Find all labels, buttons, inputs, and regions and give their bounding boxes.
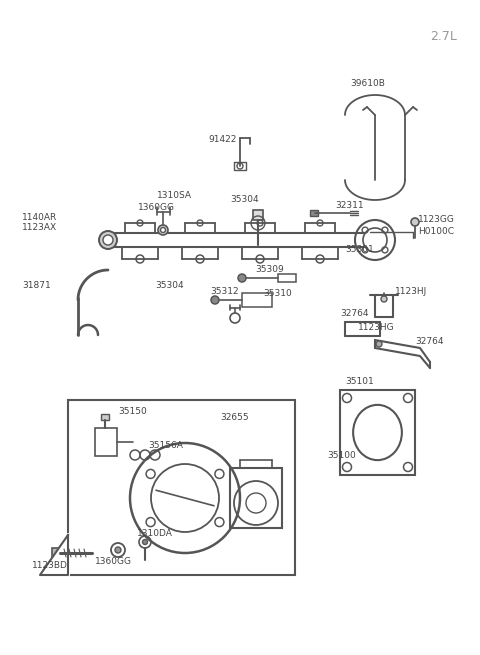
Bar <box>340 390 415 475</box>
Text: 91422: 91422 <box>208 136 236 145</box>
Text: 1360GG: 1360GG <box>95 557 132 565</box>
Text: 35309: 35309 <box>255 265 284 274</box>
Bar <box>230 468 282 528</box>
Bar <box>278 274 296 282</box>
Text: 1123HG: 1123HG <box>358 324 395 333</box>
Bar <box>310 210 318 216</box>
Text: 32311: 32311 <box>335 200 364 210</box>
Text: 32655: 32655 <box>220 413 249 422</box>
Text: 35150: 35150 <box>118 407 147 417</box>
Text: 1123GG: 1123GG <box>418 215 455 225</box>
Circle shape <box>160 227 166 233</box>
Bar <box>253 210 263 220</box>
Bar <box>52 548 62 558</box>
Text: 1123BD: 1123BD <box>32 561 68 569</box>
Text: 35304: 35304 <box>230 195 259 204</box>
Text: 1310DA: 1310DA <box>137 529 173 538</box>
Bar <box>101 414 109 420</box>
Circle shape <box>143 540 147 544</box>
Text: 35101: 35101 <box>345 377 374 386</box>
Circle shape <box>158 225 168 235</box>
Bar <box>95 428 117 456</box>
Bar <box>242 293 272 307</box>
Circle shape <box>99 231 117 249</box>
Text: H0100C: H0100C <box>418 227 454 236</box>
Text: 1123HJ: 1123HJ <box>395 288 427 297</box>
Text: 32764: 32764 <box>415 337 444 346</box>
Text: 39610B: 39610B <box>350 79 385 88</box>
Circle shape <box>411 218 419 226</box>
Text: 1310SA: 1310SA <box>157 191 192 200</box>
Text: 1360GG: 1360GG <box>138 204 175 212</box>
Text: 35312: 35312 <box>210 288 239 297</box>
Text: 1140AR: 1140AR <box>22 214 57 223</box>
Text: 1123AX: 1123AX <box>22 223 57 233</box>
Polygon shape <box>40 535 68 575</box>
Text: 32764: 32764 <box>340 310 369 318</box>
Text: 35301: 35301 <box>345 246 374 255</box>
Text: 2.7L: 2.7L <box>430 30 457 43</box>
Circle shape <box>115 547 121 553</box>
Text: 31871: 31871 <box>22 280 51 290</box>
Circle shape <box>211 296 219 304</box>
Circle shape <box>381 296 387 302</box>
Text: 35304: 35304 <box>155 280 184 290</box>
Circle shape <box>103 235 113 245</box>
Text: 35156A: 35156A <box>148 441 183 449</box>
Text: 35310: 35310 <box>263 288 292 297</box>
Bar <box>68 400 295 575</box>
Text: 35100: 35100 <box>327 451 356 460</box>
Circle shape <box>238 274 246 282</box>
Circle shape <box>376 341 382 347</box>
